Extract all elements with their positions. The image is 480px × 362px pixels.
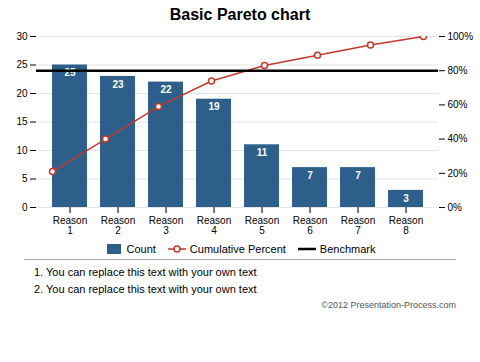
svg-text:Reason2: Reason2 [101, 215, 135, 236]
svg-text:25: 25 [16, 59, 28, 70]
html-text:Cumulative Percent: Cumulative Percent [189, 243, 286, 255]
svg-text:Reason5: Reason5 [245, 215, 279, 236]
svg-text:0%: 0% [448, 202, 463, 213]
svg-text:5: 5 [22, 173, 28, 184]
svg-text:Reason8: Reason8 [389, 215, 423, 236]
html-text:1. You can replace this text w: 1. You can replace this text with your o… [34, 266, 257, 278]
svg-text:20%: 20% [448, 168, 468, 179]
svg-text:25: 25 [64, 67, 76, 78]
svg-text:60%: 60% [448, 99, 468, 110]
svg-text:80%: 80% [448, 65, 468, 76]
svg-text:Reason1: Reason1 [53, 215, 87, 236]
svg-text:30: 30 [16, 31, 28, 42]
svg-text:20: 20 [16, 88, 28, 99]
html-text:©2012 Presentation-Process.com: ©2012 Presentation-Process.com [321, 300, 456, 310]
html-text:Basic Pareto chart: Basic Pareto chart [169, 6, 311, 23]
svg-text:Reason4: Reason4 [197, 215, 231, 236]
svg-text:11: 11 [257, 147, 268, 158]
svg-text:15: 15 [16, 116, 28, 127]
html-text:2. You can replace this text w: 2. You can replace this text with your o… [34, 283, 257, 295]
html-text:Benchmark: Benchmark [319, 243, 376, 255]
svg-text:7: 7 [307, 170, 313, 181]
html-text:Count: Count [126, 243, 156, 255]
svg-text:100%: 100% [448, 31, 474, 42]
svg-text:0: 0 [22, 202, 28, 213]
svg-text:7: 7 [355, 170, 361, 181]
svg-text:3: 3 [403, 193, 409, 204]
svg-text:10: 10 [16, 145, 28, 156]
svg-text:Reason3: Reason3 [149, 215, 183, 236]
svg-text:23: 23 [112, 79, 124, 90]
svg-text:19: 19 [208, 101, 220, 112]
svg-text:22: 22 [160, 84, 172, 95]
svg-text:Reason7: Reason7 [341, 215, 375, 236]
svg-text:40%: 40% [448, 133, 468, 144]
svg-text:Reason6: Reason6 [293, 215, 327, 236]
